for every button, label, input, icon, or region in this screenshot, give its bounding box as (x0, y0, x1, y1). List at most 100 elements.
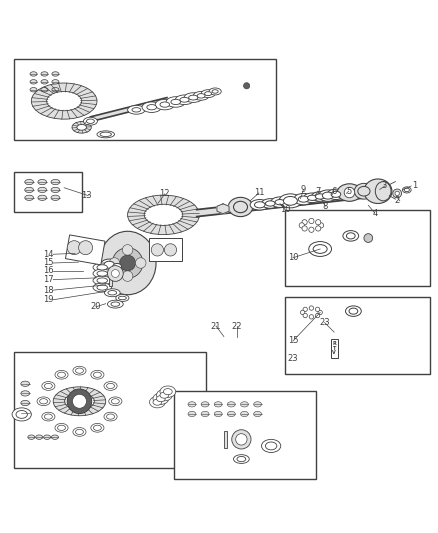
Ellipse shape (152, 399, 161, 405)
Ellipse shape (201, 90, 215, 98)
Bar (223, 432, 227, 448)
Ellipse shape (279, 194, 301, 208)
Circle shape (302, 307, 307, 312)
Ellipse shape (41, 72, 48, 76)
Ellipse shape (72, 122, 91, 133)
Ellipse shape (55, 423, 68, 432)
Text: 4: 4 (371, 208, 377, 217)
Circle shape (343, 187, 354, 198)
Ellipse shape (214, 411, 222, 417)
Ellipse shape (188, 95, 198, 100)
Bar (173, 391, 315, 479)
Circle shape (122, 245, 133, 255)
Ellipse shape (100, 132, 111, 136)
Ellipse shape (35, 435, 42, 439)
Ellipse shape (237, 456, 245, 462)
Ellipse shape (75, 368, 83, 373)
Ellipse shape (144, 204, 182, 225)
Ellipse shape (97, 278, 107, 283)
Ellipse shape (118, 296, 126, 300)
Ellipse shape (204, 92, 211, 95)
Text: 10: 10 (279, 205, 290, 214)
Ellipse shape (275, 199, 284, 205)
Ellipse shape (93, 276, 111, 285)
Circle shape (318, 223, 323, 228)
Circle shape (135, 258, 146, 268)
Ellipse shape (16, 410, 27, 418)
Ellipse shape (93, 283, 111, 292)
Ellipse shape (93, 372, 101, 377)
Ellipse shape (104, 289, 120, 297)
Ellipse shape (111, 302, 120, 306)
Ellipse shape (132, 108, 141, 112)
Ellipse shape (253, 402, 261, 407)
Ellipse shape (357, 187, 369, 196)
Ellipse shape (108, 290, 117, 295)
Ellipse shape (93, 263, 111, 272)
Ellipse shape (403, 188, 409, 192)
Ellipse shape (51, 195, 60, 200)
Ellipse shape (107, 300, 123, 308)
Ellipse shape (240, 411, 248, 417)
Circle shape (300, 310, 304, 314)
Ellipse shape (21, 381, 29, 386)
Ellipse shape (342, 231, 358, 241)
Ellipse shape (297, 196, 308, 202)
Text: 15: 15 (42, 259, 53, 268)
Ellipse shape (312, 245, 326, 253)
Ellipse shape (21, 410, 29, 415)
Text: 17: 17 (42, 275, 53, 284)
Text: 5: 5 (345, 187, 350, 196)
Ellipse shape (38, 180, 46, 184)
Ellipse shape (41, 87, 48, 92)
Ellipse shape (314, 194, 324, 199)
Ellipse shape (21, 391, 29, 396)
Ellipse shape (175, 95, 193, 104)
Ellipse shape (159, 102, 169, 107)
Ellipse shape (155, 99, 174, 110)
Ellipse shape (265, 442, 276, 450)
Ellipse shape (43, 435, 50, 439)
Ellipse shape (233, 201, 247, 213)
Bar (285, 209, 428, 286)
Circle shape (314, 307, 319, 312)
Ellipse shape (265, 201, 275, 206)
Ellipse shape (142, 102, 161, 112)
Circle shape (308, 314, 313, 319)
Ellipse shape (348, 308, 357, 314)
Circle shape (67, 241, 81, 255)
Text: 22: 22 (231, 321, 242, 330)
Ellipse shape (311, 192, 328, 201)
Text: 1: 1 (411, 181, 416, 190)
Ellipse shape (197, 94, 205, 98)
Ellipse shape (91, 423, 104, 432)
Ellipse shape (156, 395, 165, 402)
Ellipse shape (159, 392, 168, 398)
Polygon shape (216, 204, 229, 214)
Ellipse shape (97, 271, 107, 276)
Ellipse shape (318, 190, 337, 201)
Text: 23: 23 (287, 354, 298, 363)
Ellipse shape (283, 197, 297, 205)
Circle shape (72, 394, 86, 408)
Circle shape (315, 226, 320, 231)
Ellipse shape (83, 117, 97, 125)
Ellipse shape (326, 189, 344, 199)
Ellipse shape (227, 411, 235, 417)
Circle shape (235, 434, 247, 445)
Ellipse shape (30, 79, 37, 84)
Ellipse shape (44, 383, 52, 389)
Ellipse shape (57, 372, 65, 377)
Ellipse shape (170, 99, 180, 104)
Ellipse shape (21, 400, 29, 406)
Circle shape (231, 430, 251, 449)
Ellipse shape (127, 106, 145, 114)
Ellipse shape (12, 408, 31, 421)
Circle shape (394, 191, 399, 196)
Text: 10: 10 (287, 253, 297, 262)
Circle shape (308, 306, 313, 310)
Ellipse shape (55, 370, 68, 379)
Ellipse shape (104, 412, 117, 421)
Ellipse shape (51, 187, 60, 192)
Ellipse shape (104, 382, 117, 390)
